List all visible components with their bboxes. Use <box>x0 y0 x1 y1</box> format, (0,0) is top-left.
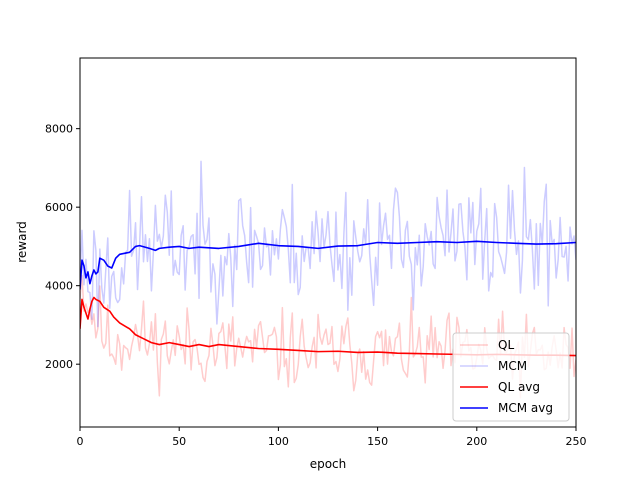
series-line-mcm <box>80 160 576 328</box>
series-line-mcm-avg <box>80 240 576 290</box>
legend-box <box>452 332 570 422</box>
x-axis: 0 50 100 150 200 250 <box>77 427 587 448</box>
y-tick-label: 2000 <box>45 358 73 371</box>
series-line-ql-avg <box>80 296 576 357</box>
plot-frame <box>79 57 577 428</box>
legend: QL MCM QL avg MCM avg <box>452 332 570 422</box>
x-tick-label: 150 <box>367 435 388 448</box>
x-tick-label: 0 <box>77 435 84 448</box>
legend-label: MCM avg <box>498 401 553 415</box>
x-tick-label: 250 <box>566 435 587 448</box>
y-axis: 2000 4000 6000 8000 <box>45 123 80 371</box>
legend-label: QL <box>498 338 514 352</box>
x-tick-label: 200 <box>466 435 487 448</box>
legend-label: MCM <box>498 359 527 373</box>
x-tick-label: 50 <box>172 435 186 448</box>
x-axis-label: epoch <box>310 457 347 471</box>
x-tick-label: 100 <box>268 435 289 448</box>
y-tick-label: 6000 <box>45 201 73 214</box>
y-tick-label: 8000 <box>45 123 73 136</box>
legend-label: QL avg <box>498 380 540 394</box>
y-tick-label: 4000 <box>45 280 73 293</box>
y-axis-label: reward <box>15 221 29 263</box>
